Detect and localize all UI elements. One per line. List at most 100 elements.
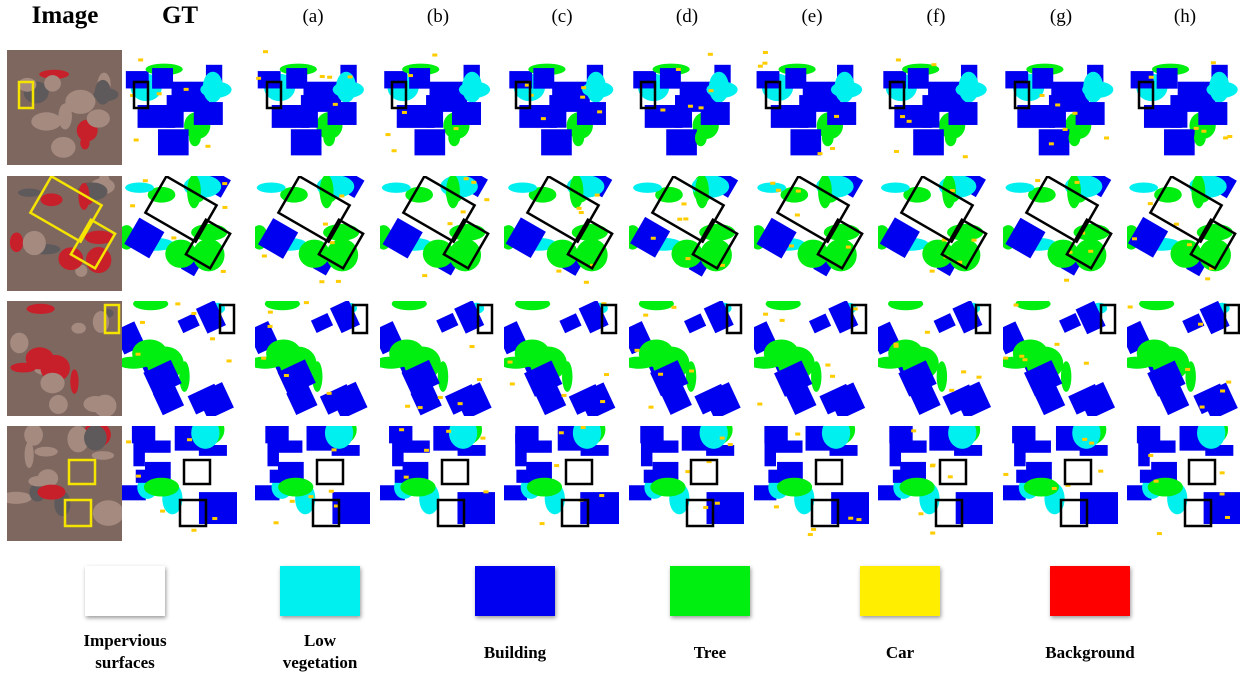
tree: [572, 129, 584, 146]
low-vegetation: [948, 417, 976, 449]
tile: [737, 414, 870, 541]
column-header: Image: [3, 2, 128, 30]
car: [1200, 406, 1205, 409]
tree: [144, 478, 179, 497]
photo-blob: [40, 193, 62, 206]
column-header: (d): [625, 6, 750, 28]
car: [1194, 127, 1199, 130]
tile-content: [1123, 164, 1240, 291]
car: [681, 202, 686, 205]
car: [1003, 473, 1008, 476]
car: [424, 449, 429, 452]
tile: [375, 163, 495, 291]
car: [143, 179, 148, 182]
tile-content: [372, 297, 495, 419]
car: [1088, 250, 1093, 253]
car: [126, 440, 131, 443]
tile: [0, 422, 124, 541]
tile: [873, 164, 993, 291]
low-vegetation: [1197, 417, 1225, 449]
car: [757, 403, 762, 406]
photo-blob: [23, 231, 46, 255]
building: [765, 433, 776, 466]
tree: [189, 129, 201, 146]
car: [1220, 492, 1225, 495]
car: [931, 63, 936, 66]
tile: [240, 414, 371, 541]
car: [963, 155, 968, 158]
tile-content: [995, 297, 1118, 419]
tile-content: [255, 50, 370, 165]
car: [1132, 237, 1137, 240]
car: [918, 512, 923, 515]
tile: [750, 164, 869, 291]
car: [1225, 516, 1230, 519]
legend-swatch: [280, 566, 360, 616]
building: [549, 95, 566, 128]
tile: [118, 164, 237, 291]
car: [796, 190, 801, 193]
car: [1082, 438, 1087, 441]
photo-blob: [28, 476, 49, 487]
photo-blob: [58, 103, 72, 129]
building: [1131, 71, 1154, 88]
car: [191, 529, 196, 532]
tile: [624, 164, 744, 291]
car: [715, 502, 720, 505]
building: [1022, 440, 1051, 452]
car: [1148, 202, 1153, 205]
car: [408, 74, 413, 77]
low-vegetation: [191, 417, 219, 449]
car: [210, 337, 215, 340]
car: [327, 392, 332, 395]
tile-content: [878, 50, 993, 165]
building: [785, 68, 806, 89]
figure: ImageGT(a)(b)(c)(d)(e)(f)(g)(h)Imperviou…: [0, 0, 1240, 679]
car: [685, 470, 690, 473]
car: [404, 476, 409, 479]
car: [728, 443, 733, 446]
car: [853, 307, 858, 310]
car: [930, 464, 935, 467]
tile-content: [375, 163, 495, 291]
car: [763, 313, 768, 316]
low-vegetation: [582, 82, 613, 98]
car: [1205, 277, 1210, 280]
car: [595, 194, 600, 197]
car: [222, 182, 227, 185]
building: [328, 102, 357, 125]
car: [1148, 454, 1153, 457]
tile: [1127, 50, 1240, 165]
car: [634, 349, 639, 352]
car: [856, 518, 861, 521]
car: [290, 500, 295, 503]
tile-content: [488, 414, 619, 541]
car: [597, 110, 602, 113]
car: [432, 54, 437, 57]
tree: [1185, 361, 1195, 392]
tile-content: [737, 414, 870, 541]
car: [348, 75, 353, 78]
car: [1054, 343, 1059, 346]
tile-content: [612, 414, 745, 541]
photo-blob: [84, 425, 107, 450]
car: [686, 257, 691, 260]
car: [446, 430, 451, 433]
tree: [888, 297, 923, 310]
column-header: (g): [999, 6, 1124, 28]
car: [643, 314, 648, 317]
building: [922, 95, 939, 128]
tree: [1121, 357, 1153, 369]
car: [834, 115, 839, 118]
tree: [323, 129, 335, 146]
car: [907, 120, 912, 123]
car: [720, 437, 725, 440]
tile-content: [7, 50, 122, 165]
building: [301, 95, 318, 128]
car: [1211, 61, 1216, 64]
car: [1187, 243, 1192, 246]
car: [385, 133, 390, 136]
tile: [986, 414, 1118, 541]
car: [1104, 137, 1109, 140]
car: [846, 246, 851, 249]
